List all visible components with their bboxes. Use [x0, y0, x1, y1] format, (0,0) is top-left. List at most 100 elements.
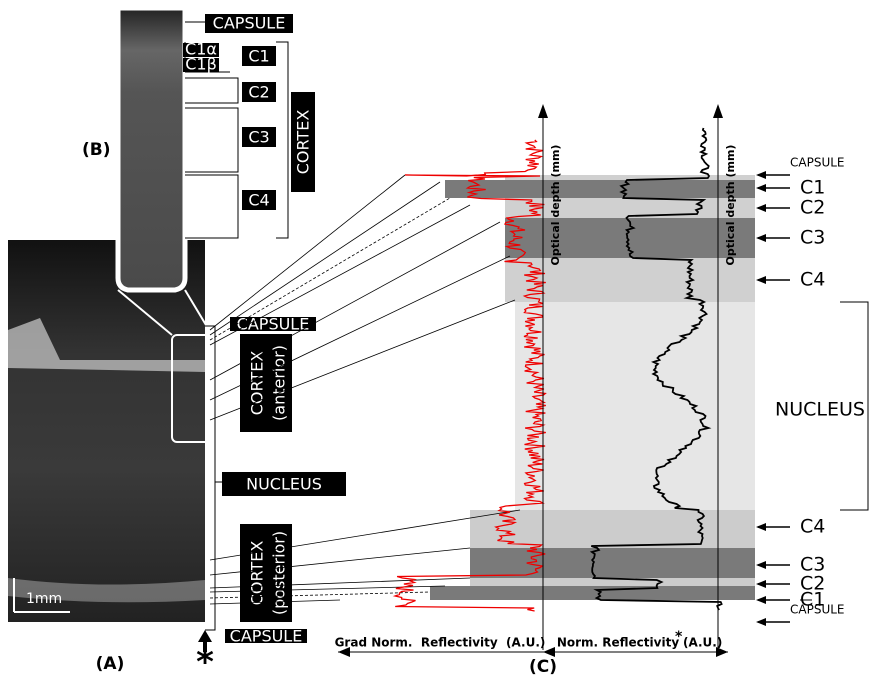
- link-line: [209, 547, 471, 576]
- panel-label: (A): [96, 654, 125, 674]
- link-line: [209, 174, 406, 331]
- link-line: [209, 577, 471, 589]
- link-line: [209, 221, 501, 381]
- axis-title: *: [675, 629, 683, 645]
- label-box: [242, 46, 276, 66]
- arrow-head: [756, 234, 766, 242]
- axis-title: Norm. Reflectivity: [557, 636, 679, 650]
- inset-box: [171, 334, 213, 443]
- layer-label: C1: [800, 589, 825, 611]
- arrow-head: [756, 523, 766, 531]
- layer-label: C3: [800, 227, 825, 249]
- arrow-head: [756, 618, 766, 626]
- brackets: [205, 325, 222, 631]
- panel-label: (B): [82, 140, 111, 160]
- arrow-head: [338, 647, 350, 657]
- arrow-head: [756, 580, 766, 588]
- layer-label: CAPSULE: [790, 603, 845, 617]
- layer-label: C1β: [185, 55, 217, 74]
- arrow-head: [716, 647, 728, 657]
- marker: *: [196, 643, 214, 678]
- arrow-head: [543, 647, 555, 657]
- label-box: [240, 334, 292, 432]
- region-label: (anterior): [270, 345, 289, 421]
- layer-bands: [430, 175, 755, 600]
- arrow-head: [538, 104, 548, 118]
- region-label: CAPSULE: [230, 627, 303, 646]
- region-label: (posterior): [270, 531, 289, 615]
- layer-label: C2: [248, 83, 269, 102]
- label-box: [183, 43, 219, 57]
- arrow-head: [756, 276, 766, 284]
- link-line: [209, 204, 471, 346]
- layer-label: C1α: [185, 40, 217, 59]
- region-label: CORTEX: [294, 110, 313, 175]
- lens-surface: [8, 318, 205, 372]
- oct-image: [8, 240, 205, 622]
- label-box: [230, 317, 316, 331]
- arrow-head: [756, 171, 766, 179]
- link-line: [209, 197, 451, 341]
- label-box: [205, 14, 293, 33]
- arrow-head: [756, 184, 766, 192]
- label-box: [183, 58, 219, 72]
- link-line: [209, 299, 516, 421]
- label-box: [242, 127, 276, 147]
- band: [445, 180, 755, 198]
- layer-label: C4: [248, 191, 269, 210]
- axis-title: Grad Norm. Reflectivity (A.U.): [335, 636, 546, 650]
- layer-label: C2: [800, 197, 825, 219]
- inset-image: [115, 5, 188, 293]
- layer-label: CAPSULE: [213, 14, 286, 33]
- region-label: NUCLEUS: [775, 399, 865, 421]
- link-lines: [209, 174, 521, 605]
- label-box: [240, 524, 292, 622]
- label-box: [291, 92, 315, 192]
- lens-back: [8, 578, 205, 603]
- layer-label: C1: [800, 177, 825, 199]
- region-label: CORTEX: [248, 541, 267, 606]
- inset-link: [184, 289, 213, 336]
- layer-label: C3: [800, 554, 825, 576]
- band: [515, 302, 755, 510]
- region-label: NUCLEUS: [246, 475, 322, 494]
- layer-label: C3: [248, 128, 269, 147]
- link-line: [209, 509, 521, 561]
- nucleus-bracket: [840, 301, 869, 511]
- arrow-head: [756, 561, 766, 569]
- label-box: [222, 472, 346, 496]
- link-line: [209, 255, 511, 401]
- link-line: [209, 591, 431, 599]
- profiles: [392, 127, 723, 612]
- inset-link: [117, 289, 173, 336]
- link-line: [209, 181, 441, 336]
- arrow-up: [198, 630, 212, 652]
- band: [470, 548, 755, 578]
- inset-labels: CAPSULE C1α C1β C1 C2 C3 C4 CORTEX: [183, 14, 315, 239]
- layer-label: C4: [800, 269, 825, 291]
- axis-title: Optical depth (mm): [724, 145, 737, 266]
- arrow-head: [756, 596, 766, 604]
- label-box: [242, 82, 276, 102]
- region-label: CORTEX: [248, 351, 267, 416]
- axis-title: (A.U.): [683, 636, 722, 650]
- region-label: CAPSULE: [237, 315, 310, 334]
- layer-label: C2: [800, 573, 825, 595]
- arrow-head: [713, 104, 723, 118]
- scale-label: 1mm: [26, 591, 62, 607]
- axes: [338, 104, 728, 657]
- label-box: [242, 190, 276, 210]
- gradient-profile: [392, 139, 547, 612]
- band: [430, 586, 755, 600]
- label-box: [225, 629, 307, 643]
- axis-title: Optical depth (mm): [549, 145, 562, 266]
- link-line: [209, 599, 341, 605]
- layer-label: C1: [248, 47, 269, 66]
- layer-label: CAPSULE: [790, 156, 845, 170]
- arrow-head: [756, 204, 766, 212]
- panel-label: (C): [529, 657, 557, 677]
- reflectivity-profile: [589, 127, 723, 611]
- layer-label: C4: [800, 516, 825, 538]
